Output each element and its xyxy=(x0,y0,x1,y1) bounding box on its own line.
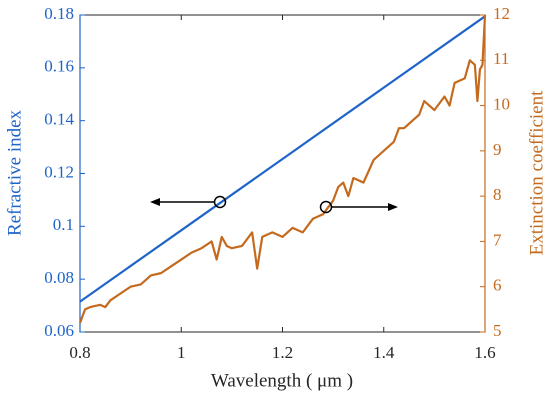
y2-tick-label: 12 xyxy=(493,4,510,23)
y-tick-label: 0.06 xyxy=(44,321,74,340)
x-tick-label: 1.2 xyxy=(272,343,293,362)
data-line xyxy=(79,15,486,303)
y-tick-label: 0.14 xyxy=(44,110,74,129)
y2-tick-label: 9 xyxy=(493,140,502,159)
y2-tick-label: 6 xyxy=(493,276,502,295)
x-axis-label: Wavelength ( μm ) xyxy=(211,370,353,391)
y-axis-label: Refractive index xyxy=(4,109,25,236)
y2-tick-label: 5 xyxy=(493,321,502,340)
x-tick-label: 1.6 xyxy=(474,343,495,362)
marker-circle xyxy=(319,200,333,214)
y-tick-label: 0.12 xyxy=(44,162,74,181)
y2-tick-label: 7 xyxy=(493,230,502,249)
y-tick-label: 0.1 xyxy=(53,215,74,234)
arrowhead-right xyxy=(388,203,398,211)
y-tick-label: 0.08 xyxy=(44,268,74,287)
arrowhead-left xyxy=(150,198,160,206)
y-tick-label: 0.16 xyxy=(44,57,74,76)
x-tick-label: 1 xyxy=(177,343,186,362)
y2-tick-label: 10 xyxy=(493,94,510,113)
y2-tick-label: 11 xyxy=(493,49,509,68)
marker-circle xyxy=(213,195,227,209)
data-line xyxy=(78,14,487,324)
y-tick-label: 0.18 xyxy=(44,4,74,23)
y2-axis-label: Extinction coefficient xyxy=(526,90,547,256)
y2-tick-label: 8 xyxy=(493,185,502,204)
x-tick-label: 1.4 xyxy=(373,343,395,362)
x-tick-label: 0.8 xyxy=(69,343,90,362)
annotations xyxy=(150,195,398,214)
